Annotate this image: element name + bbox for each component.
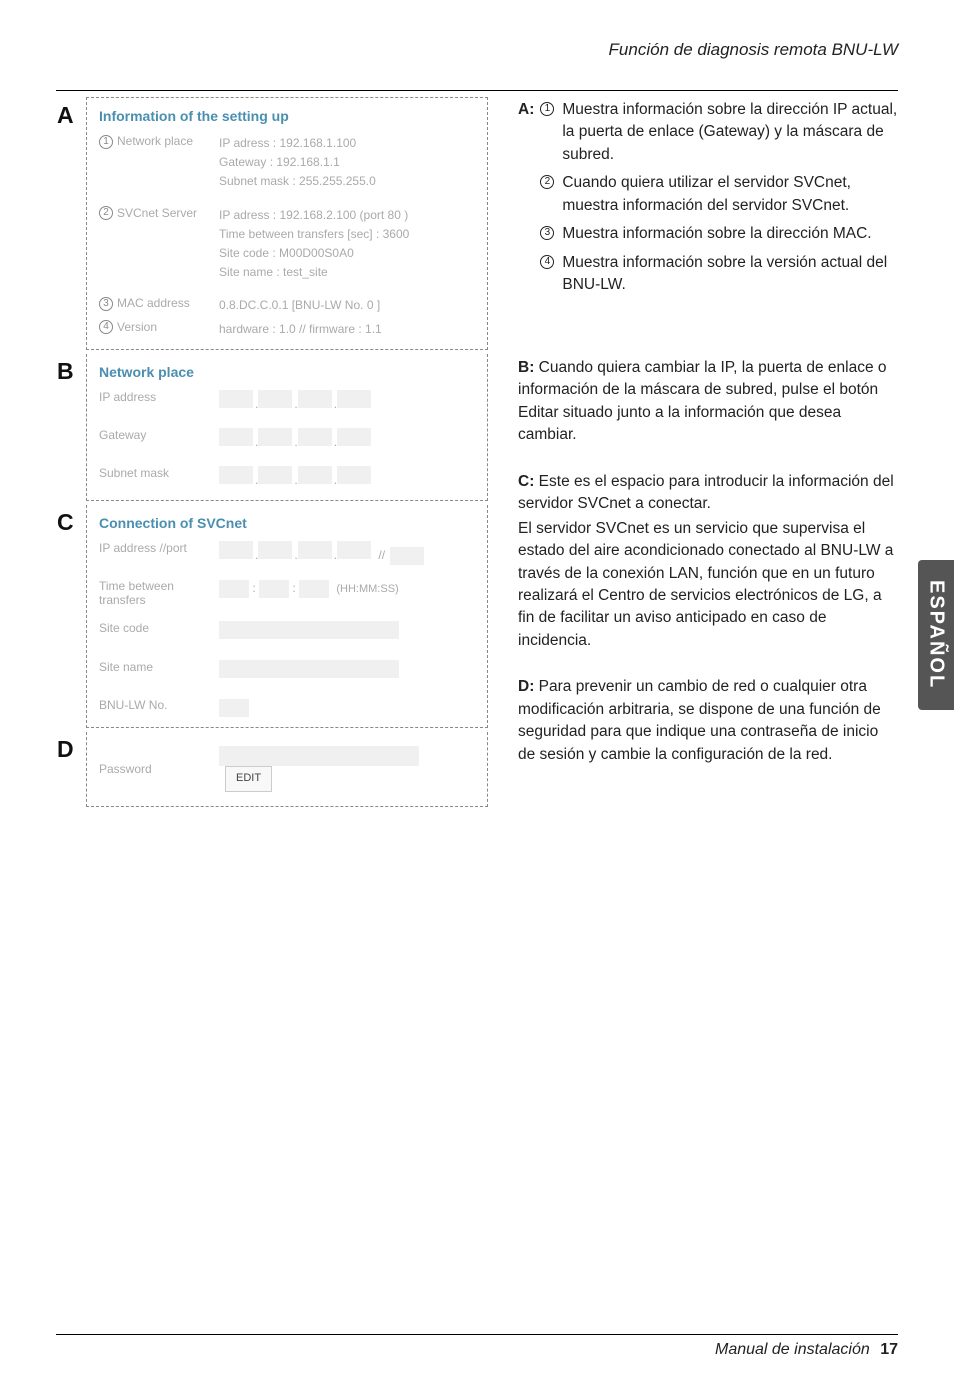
row-c-sitecode: Site code [99, 621, 475, 645]
language-tab: ESPAÑOL [918, 560, 954, 710]
version-value: hardware : 1.0 // firmware : 1.1 [219, 320, 475, 339]
row-c-bnu: BNU-LW No. [99, 698, 475, 717]
d-password-field: EDIT [219, 746, 475, 792]
right-column: A: 1 Muestra información sobre la direcc… [518, 97, 898, 811]
row-network-label: 1 Network place [99, 134, 219, 149]
b-mask-fields[interactable]: ... [219, 466, 475, 490]
header-rule [56, 90, 898, 91]
c-sitecode-field[interactable] [219, 621, 475, 645]
net-ip: IP adress : 192.168.1.100 [219, 134, 475, 153]
num-4-icon: 4 [99, 320, 113, 334]
a4-text: Muestra información sobre la versión act… [562, 252, 898, 297]
c-text1: Este es el espacio para introducir la in… [518, 473, 894, 512]
row-version-label: 4 Version [99, 320, 219, 335]
mac-label: MAC address [117, 296, 190, 310]
row-c-time: Time between transfers : : (HH:MM:SS) [99, 579, 475, 607]
net-gw: Gateway : 192.168.1.1 [219, 153, 475, 172]
page-footer: Manual de instalación 17 [56, 1334, 898, 1359]
section-b: B Network place IP address ... Gateway .… [86, 354, 488, 502]
row-svcnet-label: 2 SVCnet Server [99, 206, 219, 221]
d-text: Para prevenir un cambio de red o cualqui… [518, 678, 881, 762]
svc-time: Time between transfers [sec] : 3600 [219, 225, 475, 244]
row-d-password: Password EDIT [99, 746, 475, 792]
c-bnu-label: BNU-LW No. [99, 698, 219, 712]
desc-a: A: 1 Muestra información sobre la direcc… [518, 99, 898, 297]
row-mac: 3 MAC address 0.8.DC.C.0.1 [BNU-LW No. 0 … [99, 296, 475, 315]
section-c: C Connection of SVCnet IP address //port… [86, 505, 488, 728]
footer-text: Manual de instalación [715, 1341, 870, 1358]
section-b-heading: Network place [99, 364, 475, 380]
b-mask-label: Subnet mask [99, 466, 219, 480]
a3-text: Muestra información sobre la dirección M… [562, 223, 871, 245]
edit-button[interactable]: EDIT [225, 766, 272, 792]
c-time-fields[interactable]: : : (HH:MM:SS) [219, 579, 475, 599]
section-a-letter: A [57, 102, 74, 129]
section-c-letter: C [57, 509, 74, 536]
section-a: A Information of the setting up 1Network… [86, 97, 488, 350]
svcnet-values: IP adress : 192.168.2.100 (port 80 ) Tim… [219, 206, 475, 283]
row-network-place: 1 Network place IP adress : 192.168.1.100… [99, 134, 475, 192]
a3-num-icon: 3 [540, 226, 554, 240]
mac-value: 0.8.DC.C.0.1 [BNU-LW No. 0 ] [219, 296, 475, 315]
d-lead: D: [518, 678, 534, 695]
c-bnu-field[interactable] [219, 698, 475, 717]
page: Función de diagnosis remota BNU-LW A Inf… [0, 0, 954, 841]
a2-text: Cuando quiera utilizar el servidor SVCne… [562, 172, 898, 217]
b-text: Cuando quiera cambiar la IP, la puerta d… [518, 359, 887, 443]
footer-page-number: 17 [880, 1341, 898, 1358]
num-3-icon: 3 [99, 297, 113, 311]
row-b-mask: Subnet mask ... [99, 466, 475, 490]
row-b-ip: IP address ... [99, 390, 475, 414]
d-password-label: Password [99, 762, 219, 776]
password-input[interactable] [219, 746, 419, 766]
desc-c: C: Este es el espacio para introducir la… [518, 471, 898, 653]
version-label: Version [117, 320, 157, 334]
section-c-heading: Connection of SVCnet [99, 515, 475, 531]
c-sitecode-label: Site code [99, 621, 219, 635]
a4-num-icon: 4 [540, 255, 554, 269]
svcnet-label: SVCnet Server [117, 206, 197, 220]
b-gw-fields[interactable]: ... [219, 428, 475, 452]
a2-num-icon: 2 [540, 175, 554, 189]
network-place-label: Network place [117, 134, 193, 148]
section-a-heading: Information of the setting up [99, 108, 475, 124]
row-mac-label: 3 MAC address [99, 296, 219, 311]
c-sitename-field[interactable] [219, 660, 475, 684]
svc-code: Site code : M00D00S0A0 [219, 244, 475, 263]
section-d-letter: D [57, 736, 74, 763]
row-version: 4 Version hardware : 1.0 // firmware : 1.… [99, 320, 475, 339]
num-2-icon: 2 [99, 206, 113, 220]
a1-num-icon: 1 [540, 102, 554, 116]
section-b-letter: B [57, 358, 74, 385]
c-sitename-label: Site name [99, 660, 219, 674]
desc-b: B: Cuando quiera cambiar la IP, la puert… [518, 357, 898, 447]
c-ipport-label: IP address //port [99, 541, 219, 555]
row-b-gw: Gateway ... [99, 428, 475, 452]
num-1-icon: 1 [99, 135, 113, 149]
c-text2: El servidor SVCnet es un servicio que su… [518, 518, 898, 653]
two-column-layout: A Information of the setting up 1 Network… [56, 97, 898, 811]
c-time-label: Time between transfers [99, 579, 219, 607]
net-mask: Subnet mask : 255.255.255.0 [219, 172, 475, 191]
b-gw-label: Gateway [99, 428, 219, 442]
slashes: // [378, 546, 385, 564]
a-lead: A: [518, 101, 534, 118]
row-svcnet: 2 SVCnet Server IP adress : 192.168.2.100… [99, 206, 475, 283]
svc-ip: IP adress : 192.168.2.100 (port 80 ) [219, 206, 475, 225]
left-column: A Information of the setting up 1 Network… [56, 97, 488, 811]
c-time-hint: (HH:MM:SS) [336, 583, 398, 595]
a1-text: Muestra información sobre la dirección I… [562, 99, 898, 166]
b-ip-fields[interactable]: ... [219, 390, 475, 414]
b-lead: B: [518, 359, 534, 376]
row-c-sitename: Site name [99, 660, 475, 684]
desc-d: D: Para prevenir un cambio de red o cual… [518, 676, 898, 766]
c-lead: C: [518, 473, 534, 490]
network-place-values: IP adress : 192.168.1.100 Gateway : 192.… [219, 134, 475, 192]
row-c-ipport: IP address //port ... // [99, 541, 475, 565]
section-d: D Password EDIT [86, 732, 488, 807]
b-ip-label: IP address [99, 390, 219, 404]
svc-name: Site name : test_site [219, 263, 475, 282]
c-ipport-fields[interactable]: ... // [219, 541, 475, 565]
page-running-title: Función de diagnosis remota BNU-LW [56, 40, 898, 60]
